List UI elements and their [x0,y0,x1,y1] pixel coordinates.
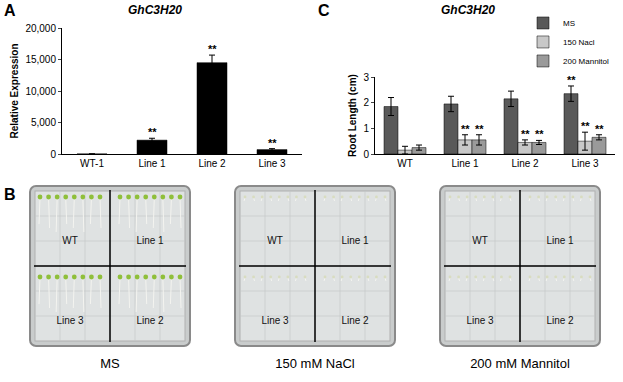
svg-text:200 Mannitol: 200 Mannitol [563,57,609,66]
svg-text:**: ** [521,128,530,140]
svg-text:Line 2: Line 2 [136,315,164,326]
svg-text:**: ** [581,120,590,132]
svg-text:WT: WT [472,235,488,246]
svg-text:0: 0 [363,149,369,160]
svg-text:Line 2: Line 2 [511,158,539,169]
svg-text:20,000: 20,000 [25,23,56,34]
svg-text:5,000: 5,000 [31,117,56,128]
svg-text:WT-1: WT-1 [80,158,104,169]
svg-text:200 mM Mannitol: 200 mM Mannitol [470,356,570,371]
svg-text:Line 3: Line 3 [258,158,286,169]
svg-text:Line 3: Line 3 [261,315,289,326]
svg-text:**: ** [535,128,544,140]
svg-text:Line 1: Line 1 [138,158,166,169]
svg-text:Line 1: Line 1 [451,158,479,169]
svg-text:Line 3: Line 3 [571,158,599,169]
svg-text:**: ** [148,126,157,138]
svg-text:**: ** [567,74,576,86]
svg-text:Line 3: Line 3 [466,315,494,326]
svg-text:**: ** [461,123,470,135]
svg-text:Line 3: Line 3 [56,315,84,326]
svg-text:2: 2 [363,97,369,108]
html-text:C: C [318,2,330,19]
svg-text:MS: MS [100,356,120,371]
svg-text:MS: MS [563,19,575,28]
svg-text:Line 1: Line 1 [341,235,369,246]
svg-text:3: 3 [363,72,369,83]
svg-text:0: 0 [50,149,56,160]
svg-text:10,000: 10,000 [25,86,56,97]
svg-text:**: ** [208,43,217,55]
svg-text:WT: WT [397,158,413,169]
svg-text:Line 2: Line 2 [198,158,226,169]
svg-text:GhC3H20: GhC3H20 [128,3,182,17]
svg-text:**: ** [595,123,604,135]
svg-text:**: ** [475,123,484,135]
svg-text:15,000: 15,000 [25,54,56,65]
svg-text:**: ** [268,137,277,149]
svg-text:Root Length (cm): Root Length (cm) [347,74,358,157]
svg-text:150 Nacl: 150 Nacl [563,38,595,47]
svg-text:GhC3H20: GhC3H20 [441,3,495,17]
svg-text:150 mM NaCl: 150 mM NaCl [275,356,355,371]
svg-text:WT: WT [62,235,78,246]
svg-text:1: 1 [363,123,369,134]
html-text:B: B [4,186,16,203]
svg-text:Line 1: Line 1 [546,235,574,246]
svg-text:Line 2: Line 2 [341,315,369,326]
svg-text:Line 1: Line 1 [136,235,164,246]
svg-text:WT: WT [267,235,283,246]
html-text:A: A [4,2,16,19]
svg-text:Line 2: Line 2 [546,315,574,326]
svg-text:Relative Expression: Relative Expression [9,43,20,138]
